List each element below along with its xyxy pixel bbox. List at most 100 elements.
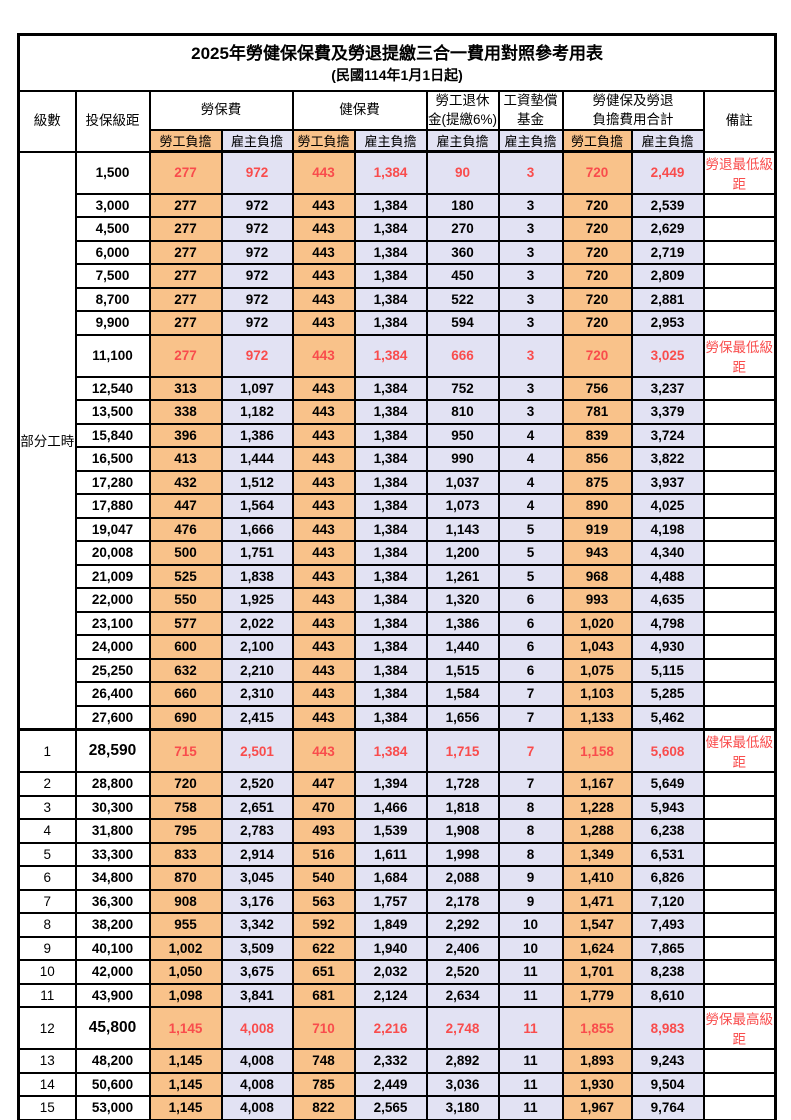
value-cell: 9,504 (630, 1071, 705, 1097)
value-cell: 1,384 (353, 540, 428, 566)
value-cell: 1,394 (353, 771, 428, 797)
value-cell: 6,238 (630, 818, 705, 844)
value-cell: 3,822 (630, 446, 705, 472)
value-cell: 447 (291, 771, 356, 797)
value-cell: 990 (425, 446, 500, 472)
table-body: 部分工時 1,500 277 972 443 1,384 90 3 720 2,449 勞退最低級距… (17, 150, 777, 1120)
level-cell: 5 (17, 841, 77, 867)
value-cell: 1,384 (353, 216, 428, 242)
value-cell: 785 (291, 1071, 356, 1097)
value-cell: 2,539 (630, 192, 705, 218)
value-cell: 1,715 (425, 728, 500, 773)
value-cell: 11 (497, 1006, 564, 1050)
value-cell: 3,509 (220, 935, 294, 961)
bracket-cell: 3,000 (74, 192, 151, 218)
value-cell: 1,384 (353, 469, 428, 495)
bracket-cell: 30,300 (74, 794, 151, 820)
value-cell: 443 (291, 333, 356, 378)
value-cell: 1,133 (561, 704, 633, 731)
value-cell: 2,449 (353, 1071, 428, 1097)
value-cell: 715 (148, 728, 223, 773)
value-cell: 1,384 (353, 587, 428, 613)
note-cell (702, 192, 777, 218)
value-cell: 1,384 (353, 422, 428, 448)
header-hi-employer: 雇主負擔 (353, 129, 428, 153)
bracket-cell: 33,300 (74, 841, 151, 867)
table-row: 15 53,000 1,145 4,008 822 2,565 3,180 11 1,967 9,… (17, 1095, 777, 1120)
value-cell: 443 (291, 310, 356, 336)
value-cell: 1,349 (561, 841, 633, 867)
value-cell: 3,180 (425, 1095, 500, 1120)
value-cell: 443 (291, 446, 356, 472)
value-cell: 1,384 (353, 239, 428, 265)
bracket-cell: 36,300 (74, 888, 151, 914)
level-cell: 8 (17, 912, 77, 938)
value-cell: 277 (148, 239, 223, 265)
level-cell: 13 (17, 1048, 77, 1074)
value-cell: 443 (291, 634, 356, 660)
bracket-cell: 34,800 (74, 865, 151, 891)
table-row: 3,000 277 972 443 1,384 180 3 720 2,539 (19, 192, 777, 218)
value-cell: 4,930 (630, 634, 705, 660)
note-cell (702, 563, 777, 589)
value-cell: 3,176 (220, 888, 294, 914)
value-cell: 7 (497, 771, 564, 797)
value-cell: 1,098 (148, 982, 223, 1008)
value-cell: 277 (148, 216, 223, 242)
value-cell: 1,384 (353, 634, 428, 660)
value-cell: 577 (148, 610, 223, 636)
table-row: 17,280 432 1,512 443 1,384 1,037 4 875 3,937 (19, 469, 777, 495)
value-cell: 1,539 (353, 818, 428, 844)
table-row: 6 34,800 870 3,045 540 1,684 2,088 9 1,410 6,826 (17, 865, 777, 891)
bracket-cell: 28,590 (74, 728, 151, 773)
page-subtitle: (民國114年1月1日起) (331, 66, 463, 83)
value-cell: 1,145 (148, 1095, 223, 1120)
note-cell (702, 286, 777, 312)
table-row: 5 33,300 833 2,914 516 1,611 1,998 8 1,349 6,531 (17, 841, 777, 867)
value-cell: 1,097 (220, 375, 294, 401)
value-cell: 4,340 (630, 540, 705, 566)
value-cell: 795 (148, 818, 223, 844)
value-cell: 11 (497, 1095, 564, 1120)
table-row: 8,700 277 972 443 1,384 522 3 720 2,881 (19, 286, 777, 312)
value-cell: 277 (148, 192, 223, 218)
value-cell: 856 (561, 446, 633, 472)
value-cell: 443 (291, 516, 356, 542)
header-pension: 勞工退休 金(提繳6%) (425, 90, 500, 131)
value-cell: 277 (148, 333, 223, 378)
value-cell: 7,865 (630, 935, 705, 961)
value-cell: 1,050 (148, 959, 223, 985)
value-cell: 972 (220, 263, 294, 289)
value-cell: 3 (497, 286, 564, 312)
value-cell: 470 (291, 794, 356, 820)
bracket-cell: 8,700 (74, 286, 151, 312)
value-cell: 666 (425, 333, 500, 378)
bracket-cell: 28,800 (74, 771, 151, 797)
value-cell: 1,384 (353, 563, 428, 589)
value-cell: 5,649 (630, 771, 705, 797)
value-cell: 3 (497, 310, 564, 336)
value-cell: 972 (220, 310, 294, 336)
note-cell (702, 587, 777, 613)
value-cell: 525 (148, 563, 223, 589)
note-cell (702, 657, 777, 683)
value-cell: 2,629 (630, 216, 705, 242)
value-cell: 1,624 (561, 935, 633, 961)
header-total-employee: 勞工負擔 (561, 129, 633, 153)
level-cell: 15 (17, 1095, 77, 1120)
value-cell: 2,783 (220, 818, 294, 844)
bracket-cell: 20,008 (74, 540, 151, 566)
value-cell: 720 (561, 239, 633, 265)
value-cell: 6 (497, 610, 564, 636)
bracket-cell: 19,047 (74, 516, 151, 542)
table-row: 16,500 413 1,444 443 1,384 990 4 856 3,822 (19, 446, 777, 472)
value-cell: 1,143 (425, 516, 500, 542)
value-cell: 1,384 (353, 263, 428, 289)
bracket-cell: 17,880 (74, 493, 151, 519)
value-cell: 822 (291, 1095, 356, 1120)
value-cell: 5,608 (630, 728, 705, 773)
value-cell: 1,384 (353, 657, 428, 683)
value-cell: 443 (291, 493, 356, 519)
bracket-cell: 4,500 (74, 216, 151, 242)
